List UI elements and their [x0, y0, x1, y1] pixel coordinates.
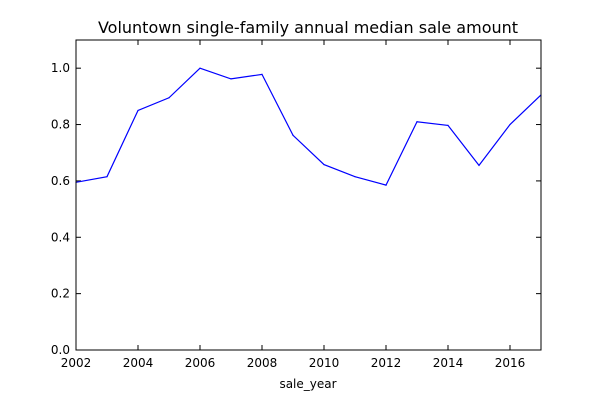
- data-point: [323, 163, 325, 166]
- data-point: [447, 124, 449, 126]
- x-tick-label: 2006: [185, 356, 216, 370]
- data-point: [385, 184, 387, 186]
- data-point: [137, 109, 139, 112]
- y-tick-label: 0.8: [51, 118, 70, 132]
- data-point: [416, 121, 418, 123]
- y-tick-label: 1.0: [51, 61, 70, 75]
- data-point: [261, 73, 263, 75]
- y-tick-label: 0.0: [51, 343, 70, 357]
- x-tick-label: 2010: [309, 356, 340, 370]
- x-tick-label: 2012: [371, 356, 402, 370]
- data-point: [199, 67, 201, 69]
- x-tick-label: 2004: [123, 356, 154, 370]
- data-point: [292, 134, 294, 136]
- x-tick-label: 2002: [61, 356, 92, 370]
- data-point: [168, 97, 170, 99]
- data-point: [230, 78, 232, 80]
- data-point: [509, 123, 511, 126]
- y-tick-label: 0.4: [51, 230, 70, 244]
- chart-title: Voluntown single-family annual median sa…: [98, 18, 518, 37]
- series-line-0: [75, 67, 542, 186]
- x-tick-label: 2008: [247, 356, 278, 370]
- x-tick-label: 2014: [433, 356, 464, 370]
- x-tick-label: 2016: [495, 356, 526, 370]
- data-point: [478, 164, 480, 167]
- data-point: [354, 176, 356, 178]
- plot-frame: [75, 39, 542, 351]
- data-point: [106, 176, 108, 178]
- y-tick-label: 0.6: [51, 174, 70, 188]
- y-tick-label: 0.2: [51, 287, 70, 301]
- x-axis-label: sale_year: [279, 377, 336, 391]
